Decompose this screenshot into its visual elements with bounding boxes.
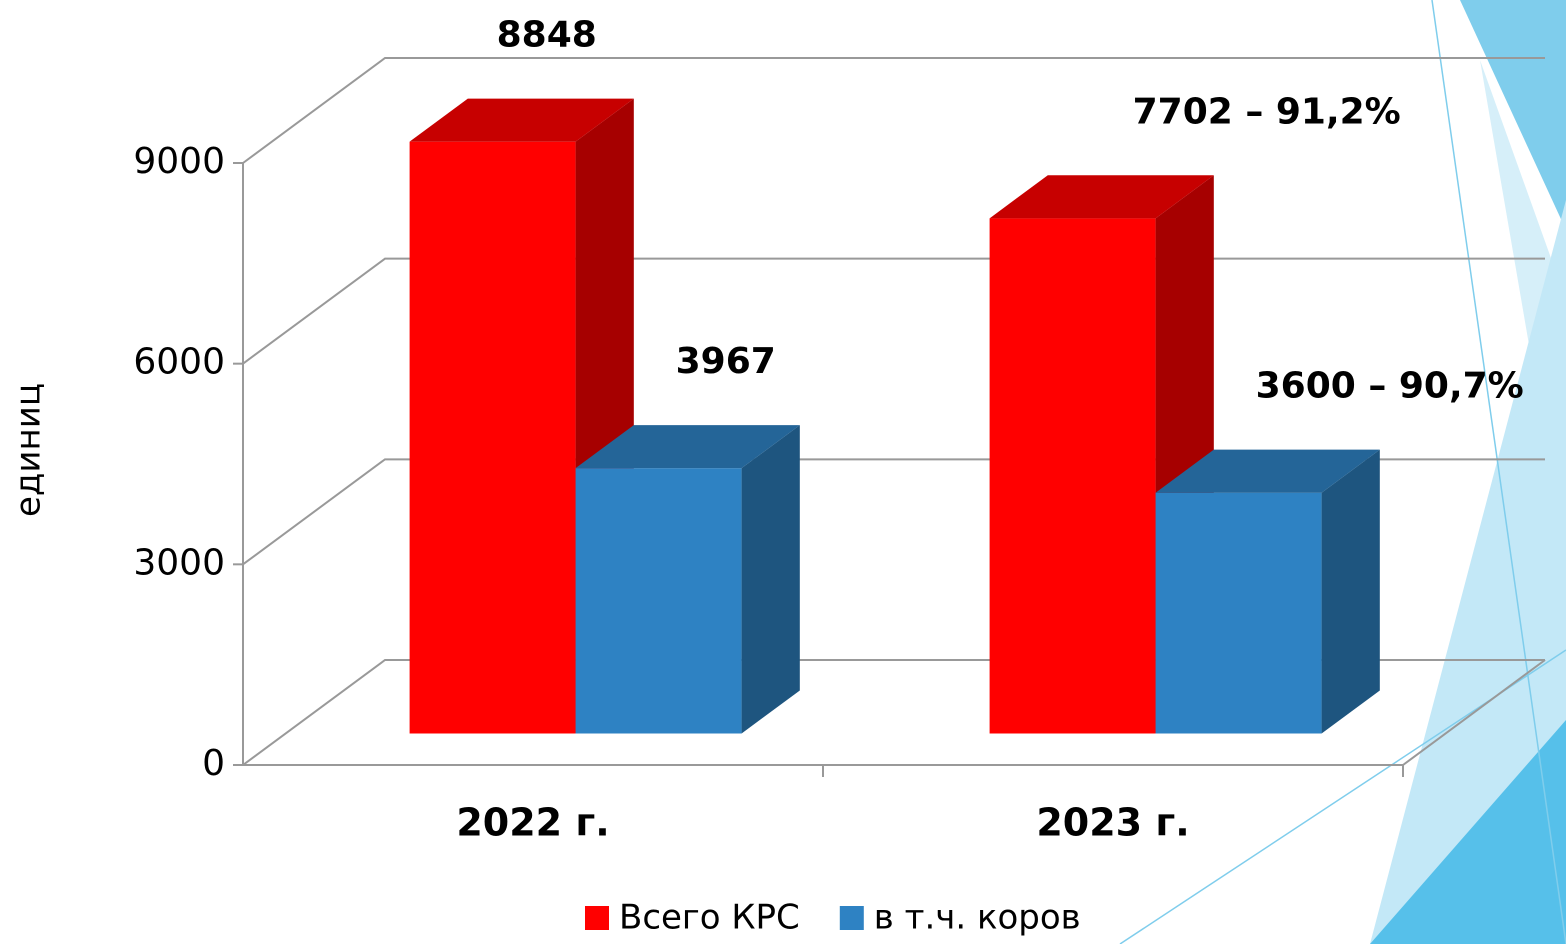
floor-edge: [1402, 659, 1546, 766]
x-tick-label: 2023 г.: [1036, 801, 1189, 845]
bar-side: [1321, 449, 1380, 734]
y-tick-label: 3000: [133, 542, 225, 583]
decoration: [1119, 0, 1566, 944]
legend-swatch: [839, 906, 864, 930]
grid-line: [242, 57, 1545, 164]
y-tick-label: 6000: [133, 342, 225, 383]
legend-swatch: [585, 906, 609, 930]
bar-top: [409, 98, 634, 142]
value-label: 7702 – 91,2%: [1133, 91, 1401, 132]
bar-front: [575, 468, 742, 734]
value-label: 3967: [676, 341, 776, 382]
bar-side: [741, 425, 800, 734]
y-axis-label: единиц: [9, 383, 49, 517]
bar-top: [989, 175, 1214, 219]
bar-front: [409, 141, 576, 734]
legend-label: Всего КРС: [619, 898, 800, 938]
bar-top: [575, 425, 800, 469]
bar-front: [989, 218, 1156, 734]
value-label: 3600 – 90,7%: [1256, 366, 1524, 407]
bar-top: [1155, 449, 1380, 493]
x-tick-label: 2022 г.: [456, 801, 609, 845]
y-tick-label: 9000: [133, 141, 225, 182]
value-label: 8848: [497, 15, 597, 56]
bar-front: [1155, 492, 1322, 734]
y-tick-label: 0: [202, 743, 225, 784]
legend-label: в т.ч. коров: [874, 898, 1081, 938]
